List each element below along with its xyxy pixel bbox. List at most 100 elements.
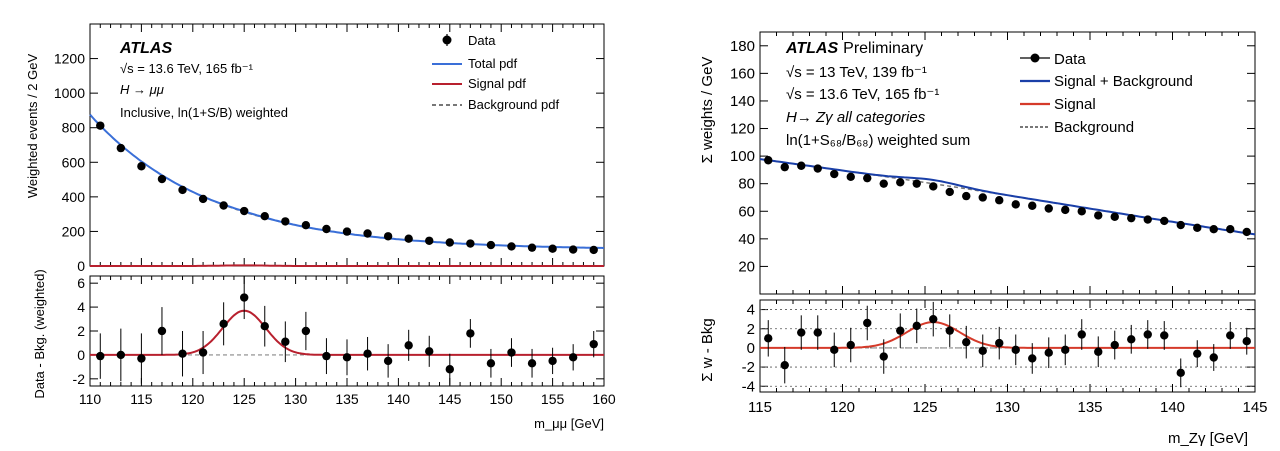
right-experiment-suffix: Preliminary [843, 40, 923, 57]
right-marks [759, 156, 1256, 388]
right-ratio-point [896, 326, 905, 335]
left-data-point [157, 174, 167, 184]
left-main-ytick-label: 400 [62, 189, 86, 205]
left-ratio-point [383, 356, 393, 366]
left-ratio-point [589, 339, 598, 349]
right-ratio-point [1160, 331, 1169, 340]
right-x-label: m_Zγ [GeV] [1168, 430, 1248, 447]
left-ratio-ytick-label: 2 [77, 323, 85, 339]
left-data-point [301, 221, 311, 230]
left-data-point [568, 245, 578, 254]
left-ratio-point [425, 347, 434, 356]
right-ratio-point [846, 340, 855, 350]
right-data-point [995, 196, 1004, 205]
left-data-point [548, 244, 557, 253]
right-data-point [1143, 215, 1152, 224]
right-x-tick-label: 145 [1242, 399, 1267, 416]
right-process: H→ Zγ all categories [786, 109, 926, 126]
left-x-tick-label: 115 [130, 391, 153, 407]
left-ratio-y-label: Data - Bkg. (weighted) [32, 269, 47, 398]
left-legend-bkg: Background pdf [468, 97, 559, 112]
right-ratio-point [1193, 349, 1202, 358]
right-x-tick-label: 120 [830, 399, 855, 416]
right-ratio-point [813, 328, 822, 337]
right-data-point [846, 172, 855, 181]
right-ratio-point [1127, 335, 1136, 344]
left-x-tick-label: 140 [387, 391, 411, 407]
right-data-point [1160, 216, 1169, 226]
left-marks [89, 113, 605, 385]
right-data-point [1061, 205, 1070, 215]
left-x-tick-label: 110 [79, 391, 102, 407]
left-data-point [96, 121, 105, 130]
right-ratio-point [863, 318, 872, 328]
right-main-ytick-label: 60 [738, 203, 755, 220]
right-x-tick-label: 130 [995, 399, 1020, 416]
left-x-tick-label: 160 [592, 391, 616, 407]
left-data-point [363, 229, 372, 238]
left-data-point [137, 162, 146, 171]
left-legend-total: Total pdf [468, 56, 518, 71]
right-data-point [1077, 207, 1086, 216]
left-ratio-ytick-label: 4 [77, 299, 85, 315]
left-legend: Data Total pdf Signal pdf Background pdf [432, 33, 559, 112]
right-data-point [879, 179, 888, 188]
right-selection: ln(1+S₆₈/B₆₈) weighted sum [786, 132, 970, 149]
right-legend-bkg: Background [1054, 119, 1134, 136]
right-energy-lumi-2: √s = 13.6 TeV, 165 fb⁻¹ [786, 86, 939, 103]
right-data-point [912, 179, 921, 188]
right-main-ytick-label: 20 [738, 258, 755, 275]
right-ratio-point [1061, 345, 1070, 355]
right-data-point [813, 164, 822, 173]
left-ratio-plot-area: 110 115 120 125 130 135 140 145 150 155 160 -2 0 2 4 6 [73, 275, 616, 407]
right-x-tick-label: 140 [1160, 399, 1185, 416]
right-ratio-point [929, 314, 938, 324]
left-x-label: m_μμ [GeV] [534, 416, 604, 431]
left-ratio-point [178, 349, 187, 358]
left-ratio-point [281, 337, 290, 346]
right-data-point [764, 156, 773, 165]
right-ratio-ytick-label: 2 [747, 321, 755, 338]
left-data-point [342, 227, 352, 236]
right-ratio-point [1176, 368, 1185, 378]
right-data-point [978, 193, 987, 202]
left-ratio-point [219, 319, 228, 329]
right-ratio-point [1044, 348, 1053, 357]
left-main-ytick-label: 1000 [54, 85, 85, 101]
left-ratio-point [568, 353, 578, 362]
left-data-point [178, 185, 187, 195]
right-ratio-point [830, 345, 839, 355]
left-data-point [445, 238, 454, 247]
right-data-point [1226, 224, 1235, 234]
right-ratio-point [1242, 337, 1251, 346]
left-ratio-point [260, 322, 269, 331]
left-data-point [589, 245, 598, 255]
left-data-point [486, 240, 496, 250]
left-x-tick-label: 150 [490, 391, 514, 407]
right-data-point [797, 161, 806, 170]
right-ratio-point [879, 352, 888, 361]
right-ratio-ytick-label: -4 [742, 378, 755, 395]
left-data-point [260, 212, 269, 221]
left-ratio-point [116, 350, 126, 360]
right-main-ytick-label: 180 [730, 38, 755, 55]
right-data-point [1094, 211, 1103, 220]
left-ratio-point [527, 359, 537, 368]
right-ratio-point [978, 346, 987, 355]
left-x-tick-label: 145 [438, 391, 462, 407]
right-ratio-point [1209, 353, 1218, 362]
right-data-point [896, 178, 905, 187]
left-ratio-point [466, 329, 475, 338]
right-ratio-point [780, 360, 789, 370]
right-experiment-name: ATLAS [785, 40, 838, 57]
right-data-point [830, 169, 839, 179]
right-ratio-point [1226, 331, 1235, 340]
left-data-point [527, 243, 537, 252]
left-x-tick-label: 155 [541, 391, 565, 407]
right-ratio-signal-curve [760, 321, 1255, 349]
right-main-ytick-label: 80 [738, 176, 755, 193]
left-ratio-point [404, 341, 413, 350]
right-ratio-y-label: Σ w - Bkg [699, 318, 716, 381]
left-ratio-point [240, 293, 249, 302]
